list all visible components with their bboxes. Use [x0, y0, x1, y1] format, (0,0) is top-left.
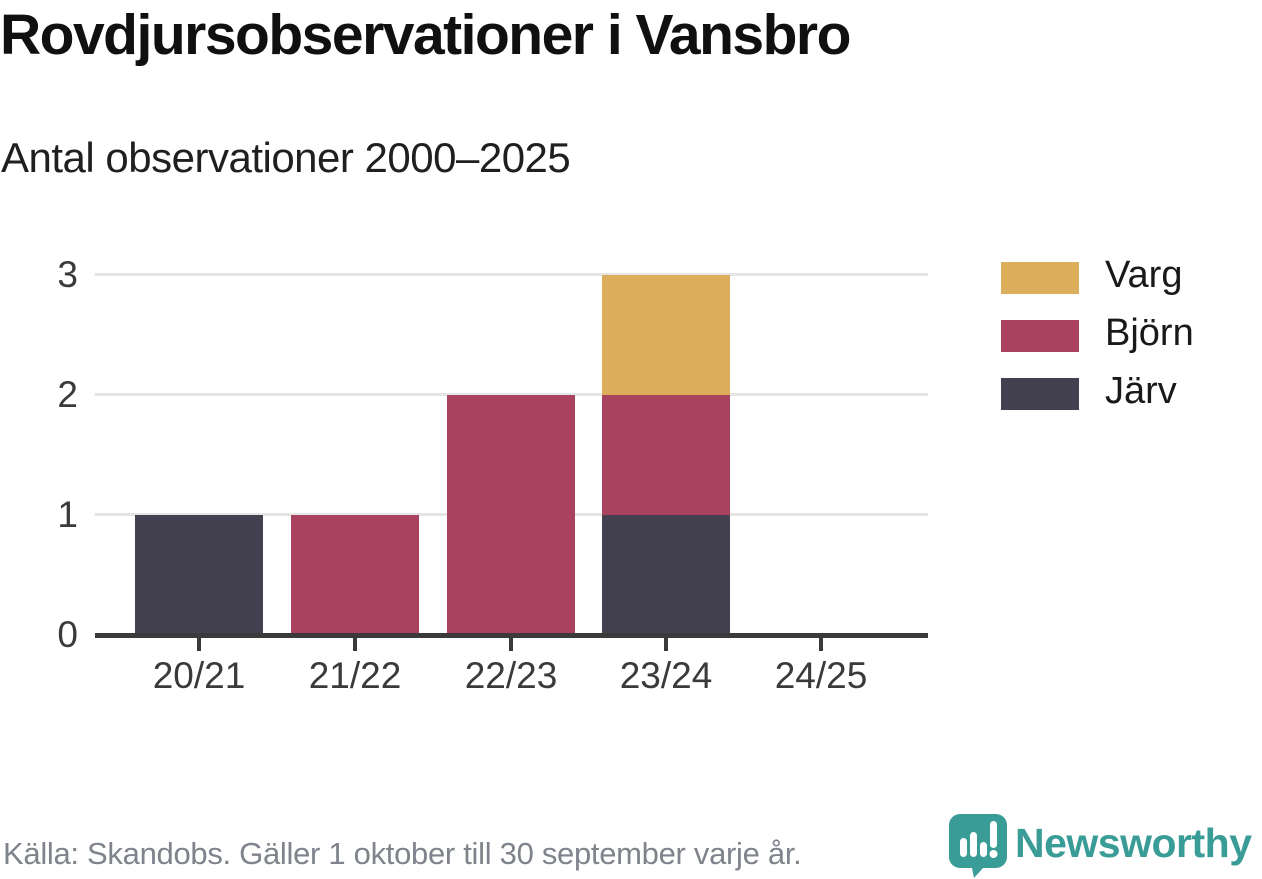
- y-axis-tick-label: 2: [57, 374, 78, 415]
- source-note: Källa: Skandobs. Gäller 1 oktober till 3…: [3, 836, 802, 871]
- bar-segment-järv-23-24: [602, 515, 730, 635]
- brand-name: Newsworthy: [1015, 820, 1252, 866]
- legend-item-varg: Varg: [1001, 254, 1261, 296]
- legend-label: Björn: [1105, 312, 1194, 354]
- bar-segment-björn-23-24: [602, 395, 730, 515]
- newsworthy-logo-icon: [949, 814, 1007, 878]
- bar-segment-björn-21-22: [291, 515, 419, 635]
- x-axis-tick-label: 23/24: [619, 655, 713, 696]
- legend-swatch: [1001, 378, 1079, 410]
- legend-swatch: [1001, 262, 1079, 294]
- x-axis-tick: [509, 638, 513, 651]
- chart-title: Rovdjursobservationer i Vansbro: [0, 3, 851, 67]
- chart-subtitle: Antal observationer 2000–2025: [1, 134, 571, 181]
- brand-lockup: Newsworthy: [947, 812, 1262, 879]
- bar-segment-järv-20-21: [135, 515, 263, 635]
- legend-label: Järv: [1105, 370, 1177, 412]
- bar-segment-björn-22-23: [447, 395, 575, 635]
- x-axis-tick-label: 20/21: [152, 655, 246, 696]
- x-axis-tick: [664, 638, 668, 651]
- x-axis-tick-label: 21/22: [308, 655, 402, 696]
- y-axis-tick-label: 3: [57, 254, 78, 295]
- x-axis-tick-label: 22/23: [464, 655, 558, 696]
- legend-swatch: [1001, 320, 1079, 352]
- x-axis-line: [95, 633, 928, 638]
- y-axis-tick-label: 1: [57, 494, 78, 535]
- x-axis-tick: [353, 638, 357, 651]
- legend-label: Varg: [1105, 254, 1183, 296]
- x-axis-tick: [819, 638, 823, 651]
- legend-item-järv: Järv: [1001, 370, 1261, 412]
- bar-segment-varg-23-24: [602, 275, 730, 395]
- y-axis-tick-label: 0: [57, 614, 78, 655]
- x-axis-tick-label: 24/25: [774, 655, 868, 696]
- gridline-y2: [95, 393, 928, 396]
- x-axis-tick: [197, 638, 201, 651]
- legend-item-björn: Björn: [1001, 312, 1261, 354]
- gridline-y3: [95, 273, 928, 276]
